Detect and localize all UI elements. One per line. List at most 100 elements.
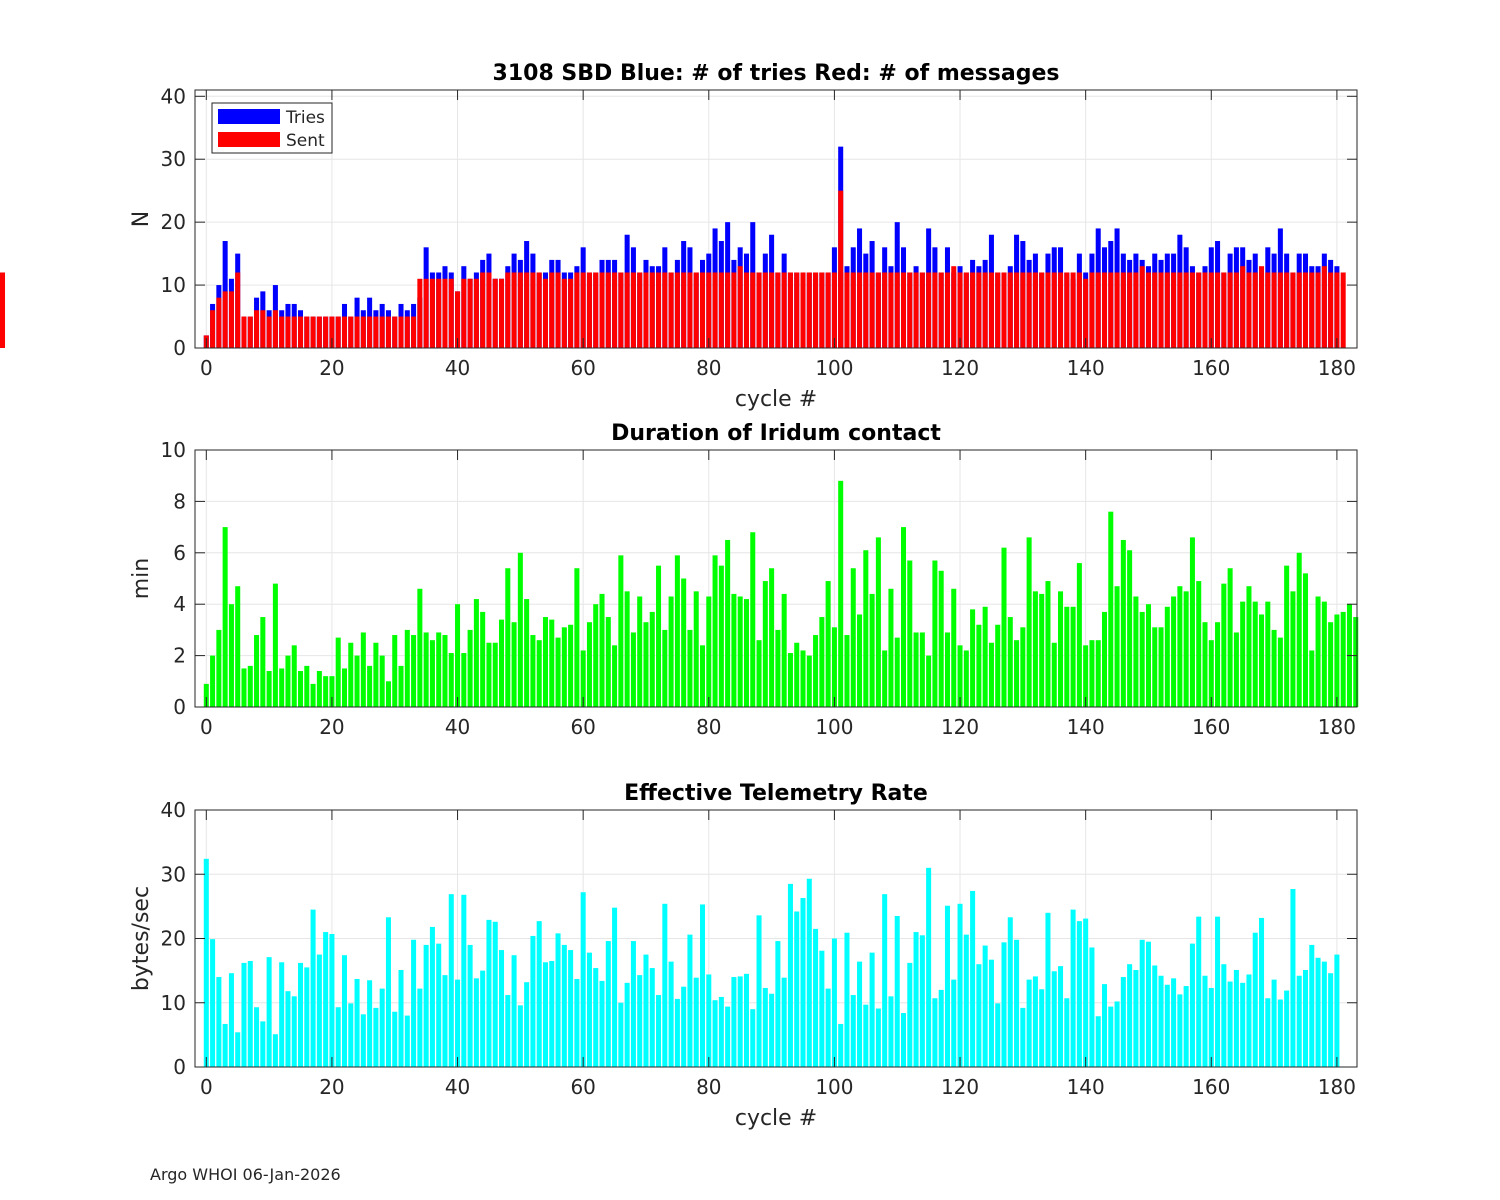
bar-sent xyxy=(1108,272,1114,348)
bar-sent xyxy=(637,272,643,348)
bar-duration xyxy=(1328,622,1334,707)
bar-sent xyxy=(995,272,1001,348)
bar-rate xyxy=(266,957,272,1067)
bar-sent xyxy=(1127,272,1133,348)
x-axis-label: cycle # xyxy=(735,387,817,412)
bar-duration xyxy=(1045,581,1051,707)
bar-duration xyxy=(1133,596,1139,707)
bar-duration xyxy=(1007,617,1013,707)
bar-rate xyxy=(756,915,762,1067)
bar-sent xyxy=(1145,272,1151,348)
bar-sent xyxy=(1252,272,1258,348)
x-tick-label: 80 xyxy=(696,356,721,380)
bar-duration xyxy=(316,671,322,707)
bar-rate xyxy=(1076,921,1082,1067)
bar-rate xyxy=(1202,975,1208,1067)
x-tick-label: 40 xyxy=(445,356,470,380)
bar-duration xyxy=(222,527,228,707)
bar-rate xyxy=(1259,917,1265,1067)
bar-duration xyxy=(869,593,875,707)
bar-rate xyxy=(1321,961,1327,1067)
bar-rate xyxy=(310,909,316,1067)
bar-duration xyxy=(473,599,479,707)
bar-rate xyxy=(1221,964,1227,1067)
bar-duration xyxy=(1001,547,1007,707)
bar-sent xyxy=(360,316,366,348)
bar-duration xyxy=(1070,606,1076,707)
bar-duration xyxy=(775,629,781,707)
bar-duration xyxy=(542,617,548,707)
x-tick-label: 0 xyxy=(200,356,213,380)
bar-rate xyxy=(1246,974,1252,1067)
x-tick-label: 60 xyxy=(570,1075,595,1099)
bar-duration xyxy=(392,635,398,707)
bar-sent xyxy=(900,272,907,348)
bar-rate xyxy=(1007,917,1013,1067)
bar-rate xyxy=(291,996,297,1067)
bar-rate xyxy=(499,950,505,1067)
y-tick-label: 10 xyxy=(161,991,186,1015)
bar-duration xyxy=(1265,601,1271,707)
bar-sent xyxy=(599,272,605,348)
y-tick-label: 10 xyxy=(161,273,186,297)
bar-sent xyxy=(1240,266,1246,348)
bar-sent xyxy=(341,316,348,348)
bar-duration xyxy=(429,640,435,707)
bar-rate xyxy=(612,907,618,1067)
bar-sent xyxy=(819,272,825,348)
bar-sent xyxy=(304,316,310,348)
bar-sent xyxy=(844,272,850,348)
bar-duration xyxy=(1152,627,1158,707)
bar-sent xyxy=(348,316,354,348)
bar-duration xyxy=(926,655,932,707)
bar-duration xyxy=(988,642,994,707)
bar-rate xyxy=(1271,979,1277,1067)
bar-rate xyxy=(411,939,417,1067)
y-tick-label: 30 xyxy=(161,862,186,886)
bar-rate xyxy=(681,986,687,1067)
bar-duration xyxy=(323,676,329,707)
bar-rate xyxy=(1284,990,1290,1067)
bar-sent xyxy=(417,278,423,348)
bar-duration xyxy=(681,578,687,707)
bar-duration xyxy=(1095,640,1101,707)
bar-duration xyxy=(1039,593,1045,707)
bar-rate xyxy=(279,962,285,1067)
bar-rate xyxy=(461,894,467,1067)
bar-sent xyxy=(1277,272,1283,348)
bar-sent xyxy=(612,272,618,348)
bar-duration xyxy=(304,665,310,707)
y-tick-label: 0 xyxy=(173,695,186,719)
bar-rate xyxy=(668,961,674,1067)
bar-rate xyxy=(436,943,442,1067)
bar-duration xyxy=(574,568,580,707)
y-tick-label: 20 xyxy=(161,210,186,234)
bar-duration xyxy=(982,606,988,707)
bar-sent xyxy=(1095,272,1101,348)
x-axis-label: cycle # xyxy=(735,1106,817,1131)
chart-panel-3: 0 20 40 60 80 100 120 140 160 180 0 10 20 30 40 Effecti… xyxy=(129,781,1358,1131)
bar-duration xyxy=(819,617,825,707)
bar-duration xyxy=(467,629,473,707)
bar-rate xyxy=(1114,1001,1120,1067)
bar-sent xyxy=(492,278,498,348)
bar-sent xyxy=(542,278,548,348)
bar-sent xyxy=(919,272,925,348)
bar-duration xyxy=(900,527,907,707)
bar-rate xyxy=(951,979,957,1067)
bar-sent xyxy=(329,316,335,348)
bar-duration xyxy=(1020,627,1026,707)
bar-rate xyxy=(379,988,385,1067)
bar-rate xyxy=(831,938,837,1067)
bar-rate xyxy=(1152,965,1158,1067)
bar-rate xyxy=(341,955,348,1067)
bar-sent xyxy=(404,316,410,348)
bar-sent xyxy=(1007,272,1013,348)
bar-duration xyxy=(1353,617,1359,707)
bar-duration xyxy=(260,617,266,707)
bar-rate xyxy=(555,933,561,1067)
bar-sent xyxy=(291,316,297,348)
bar-duration xyxy=(1026,537,1032,707)
axes-box xyxy=(194,449,1358,708)
bar-rate xyxy=(1020,1007,1026,1067)
